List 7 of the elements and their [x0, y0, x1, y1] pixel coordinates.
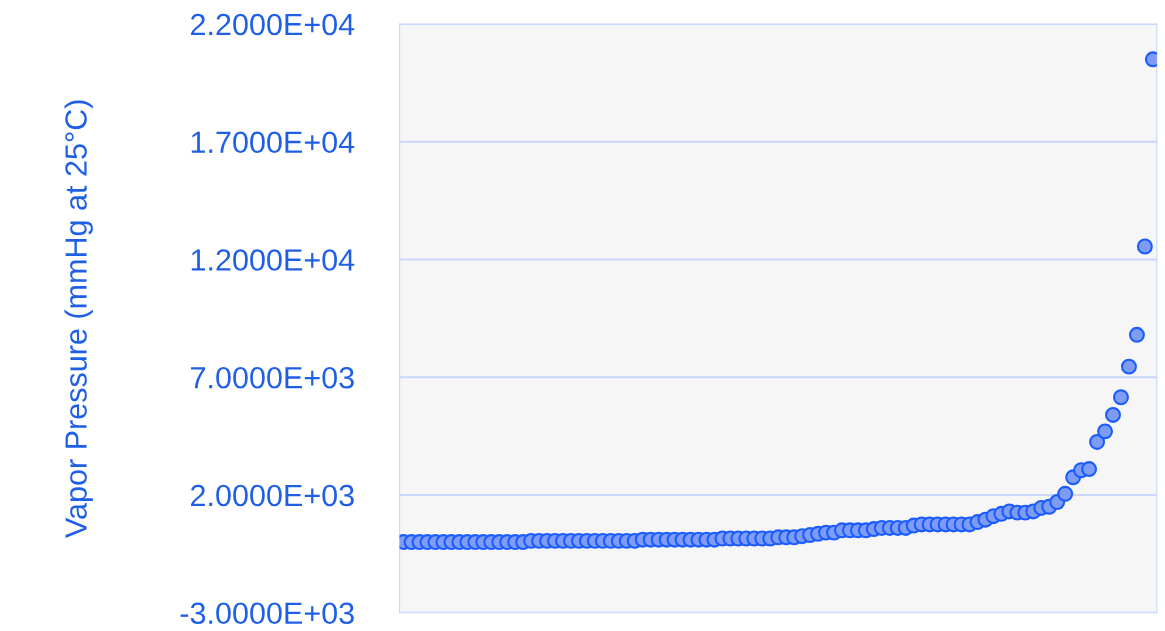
y-tick-label: 2.2000E+04 [191, 13, 355, 36]
y-tick-label: -3.0000E+03 [180, 602, 354, 625]
y-tick-label: 1.7000E+04 [191, 131, 355, 154]
y-tick-label: 1.2000E+04 [191, 249, 355, 271]
y-axis-title: Vapor Pressure (mmHg at 25°C) [64, 100, 93, 538]
y-tick-label: 2.0000E+03 [191, 484, 354, 507]
y-tick-label: 7.0000E+03 [191, 366, 354, 389]
